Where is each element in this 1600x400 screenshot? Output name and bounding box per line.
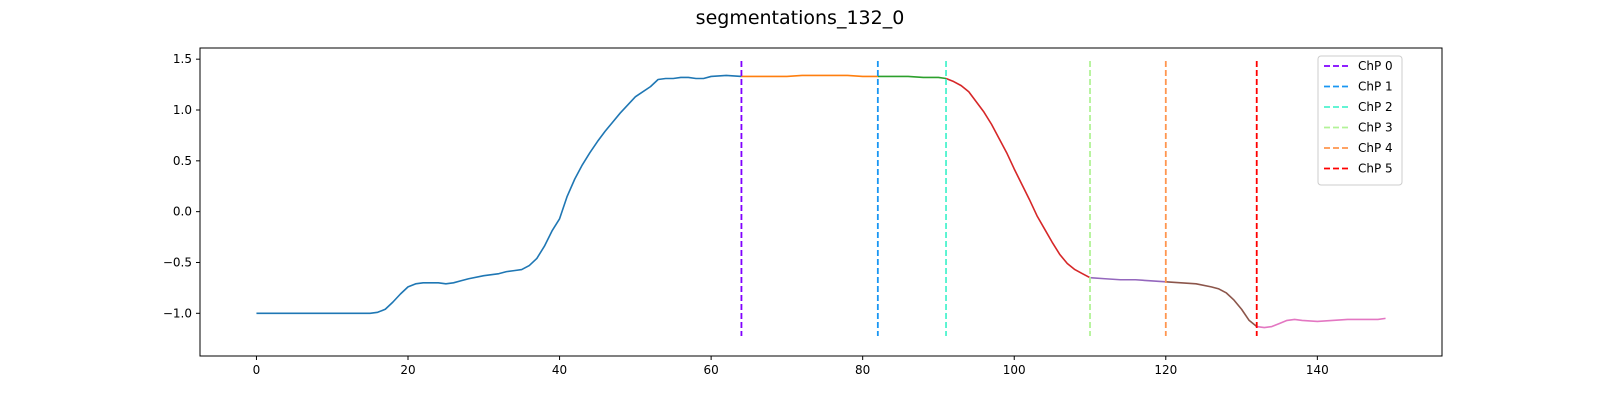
legend-label-4: ChP 4 [1358,141,1393,155]
y-tick-label: −1.0 [163,306,192,320]
chart-title: segmentations_132_0 [696,7,905,29]
legend-box [1317,55,1403,186]
series-line-0 [256,74,742,315]
legend-label-5: ChP 5 [1358,162,1393,176]
legend: ChP 0 ChP 1 ChP 2 ChP 3 ChP 4 ChP 5 [1317,55,1403,186]
y-tick-label: 1.5 [173,52,192,66]
series-line-2 [877,75,947,80]
axes-frame [199,47,1443,357]
x-tick-label: 40 [552,363,567,377]
legend-label-0: ChP 0 [1358,59,1393,73]
series-line-3 [945,77,1091,279]
series-line-1 [741,74,878,78]
x-tick-label: 120 [1154,363,1177,377]
y-tick-label: 1.0 [173,103,192,117]
x-tick-label: 0 [253,363,261,377]
legend-label-3: ChP 3 [1358,121,1393,135]
series-line-6 [1256,317,1386,329]
y-tick-label: −0.5 [163,255,192,269]
series-line-5 [1165,281,1258,328]
legend-label-1: ChP 1 [1358,80,1393,94]
y-tick-label: 0.0 [173,205,192,219]
x-tick-label: 140 [1306,363,1329,377]
x-tick-label: 20 [400,363,415,377]
plot-area: 0 20 40 60 80 100 120 140 −1.0 −0.5 0.0 0.5 1.0 1.5 [163,47,1443,377]
y-tick-label: 0.5 [173,154,192,168]
x-tick-label: 80 [855,363,870,377]
x-tick-label: 60 [703,363,718,377]
series-line-4 [1089,276,1166,283]
x-tick-label: 100 [1003,363,1026,377]
legend-label-2: ChP 2 [1358,100,1393,114]
